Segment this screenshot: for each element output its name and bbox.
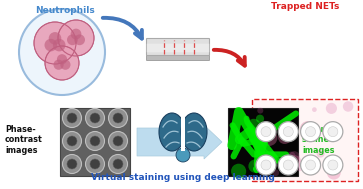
Circle shape	[74, 34, 85, 45]
FancyArrow shape	[137, 125, 222, 159]
Bar	[60, 108, 130, 176]
Circle shape	[327, 166, 341, 180]
Circle shape	[67, 113, 77, 123]
Circle shape	[289, 151, 299, 162]
Bar	[228, 108, 298, 176]
Circle shape	[67, 159, 77, 169]
Circle shape	[67, 34, 78, 45]
Circle shape	[323, 155, 343, 175]
Circle shape	[34, 22, 76, 64]
Circle shape	[323, 122, 343, 142]
Circle shape	[322, 123, 339, 140]
Circle shape	[273, 170, 279, 176]
Circle shape	[306, 160, 315, 170]
Circle shape	[90, 136, 100, 146]
Circle shape	[90, 113, 100, 123]
Bar	[181, 115, 185, 151]
Circle shape	[70, 29, 81, 40]
Circle shape	[266, 153, 277, 165]
Circle shape	[287, 152, 295, 160]
Circle shape	[256, 115, 264, 123]
Circle shape	[295, 163, 303, 171]
Circle shape	[312, 107, 317, 112]
Circle shape	[328, 160, 338, 170]
Circle shape	[251, 129, 265, 143]
Circle shape	[113, 136, 123, 146]
Circle shape	[45, 39, 57, 51]
Circle shape	[254, 156, 269, 172]
Circle shape	[62, 108, 82, 128]
Circle shape	[256, 122, 276, 142]
Circle shape	[278, 122, 298, 142]
Circle shape	[278, 155, 298, 175]
Circle shape	[57, 54, 67, 64]
Circle shape	[281, 164, 291, 174]
Circle shape	[257, 108, 263, 114]
Circle shape	[86, 154, 105, 174]
Circle shape	[62, 154, 82, 174]
Circle shape	[86, 108, 105, 128]
Circle shape	[317, 149, 325, 158]
Circle shape	[248, 160, 262, 173]
Ellipse shape	[159, 113, 185, 151]
Text: Virtual staining using deep learning: Virtual staining using deep learning	[91, 173, 275, 182]
Circle shape	[306, 127, 315, 137]
Text: Trapped NETs: Trapped NETs	[271, 2, 339, 11]
Ellipse shape	[176, 148, 190, 162]
FancyBboxPatch shape	[147, 39, 209, 56]
Circle shape	[45, 46, 79, 80]
Circle shape	[60, 60, 70, 70]
Circle shape	[113, 113, 123, 123]
Circle shape	[303, 157, 315, 169]
FancyBboxPatch shape	[147, 42, 209, 60]
Circle shape	[343, 101, 353, 112]
Circle shape	[231, 164, 246, 179]
Circle shape	[301, 155, 321, 175]
FancyArrowPatch shape	[103, 18, 142, 39]
Circle shape	[256, 155, 276, 175]
Circle shape	[109, 154, 127, 174]
Text: Virtual
stained
images: Virtual stained images	[302, 125, 336, 155]
Circle shape	[278, 131, 291, 144]
Circle shape	[254, 134, 267, 147]
Circle shape	[49, 32, 61, 45]
FancyArrowPatch shape	[214, 50, 245, 66]
Circle shape	[302, 161, 314, 173]
Circle shape	[288, 155, 301, 169]
Ellipse shape	[181, 113, 207, 151]
Circle shape	[328, 127, 338, 137]
Circle shape	[113, 159, 123, 169]
Circle shape	[256, 153, 263, 159]
Circle shape	[109, 108, 127, 128]
Circle shape	[90, 159, 100, 169]
Circle shape	[261, 127, 271, 137]
Circle shape	[313, 161, 318, 166]
Circle shape	[53, 39, 65, 51]
Circle shape	[261, 130, 277, 146]
Circle shape	[300, 121, 316, 138]
Circle shape	[19, 9, 105, 95]
Circle shape	[247, 119, 261, 133]
Circle shape	[301, 122, 321, 142]
Circle shape	[53, 60, 64, 70]
Circle shape	[326, 103, 337, 114]
FancyBboxPatch shape	[147, 44, 209, 52]
Bar	[252, 99, 358, 181]
Text: Neutrophils: Neutrophils	[35, 6, 95, 15]
Text: Phase-
contrast
images: Phase- contrast images	[5, 125, 43, 155]
Circle shape	[261, 160, 271, 170]
Circle shape	[67, 136, 77, 146]
Circle shape	[62, 132, 82, 150]
Circle shape	[86, 132, 105, 150]
Circle shape	[283, 127, 293, 137]
Circle shape	[109, 132, 127, 150]
Circle shape	[58, 20, 94, 56]
Circle shape	[283, 160, 293, 170]
